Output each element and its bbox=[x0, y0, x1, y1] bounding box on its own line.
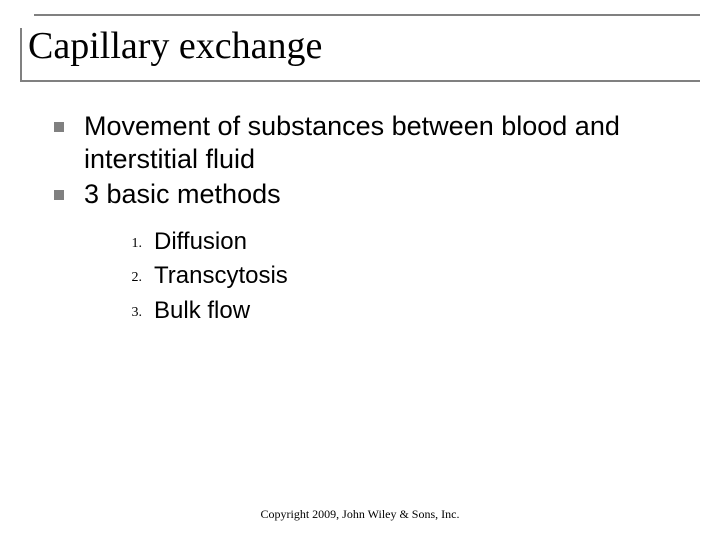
square-bullet-icon bbox=[54, 122, 64, 132]
list-number: 3. bbox=[114, 303, 142, 323]
bullet-text: 3 basic methods bbox=[84, 179, 281, 209]
slide-title: Capillary exchange bbox=[28, 26, 700, 68]
list-text: Bulk flow bbox=[154, 297, 250, 324]
list-number: 2. bbox=[114, 268, 142, 288]
slide: Capillary exchange Movement of substance… bbox=[0, 0, 720, 540]
content-area: Movement of substances between blood and… bbox=[20, 88, 700, 329]
bullet-item: Movement of substances between blood and… bbox=[50, 110, 690, 176]
bullet-item: 3 basic methods bbox=[50, 178, 690, 211]
list-item: 1. Diffusion bbox=[114, 225, 690, 260]
title-container: Capillary exchange bbox=[20, 14, 700, 82]
square-bullet-icon bbox=[54, 190, 64, 200]
bullet-list: Movement of substances between blood and… bbox=[50, 110, 690, 211]
numbered-list: 1. Diffusion 2. Transcytosis 3. Bulk flo… bbox=[50, 225, 690, 329]
list-item: 3. Bulk flow bbox=[114, 294, 690, 329]
list-text: Transcytosis bbox=[154, 262, 288, 289]
list-number: 1. bbox=[114, 234, 142, 254]
copyright-footer: Copyright 2009, John Wiley & Sons, Inc. bbox=[0, 507, 720, 522]
list-text: Diffusion bbox=[154, 228, 247, 255]
list-item: 2. Transcytosis bbox=[114, 259, 690, 294]
bullet-text: Movement of substances between blood and… bbox=[84, 111, 620, 174]
